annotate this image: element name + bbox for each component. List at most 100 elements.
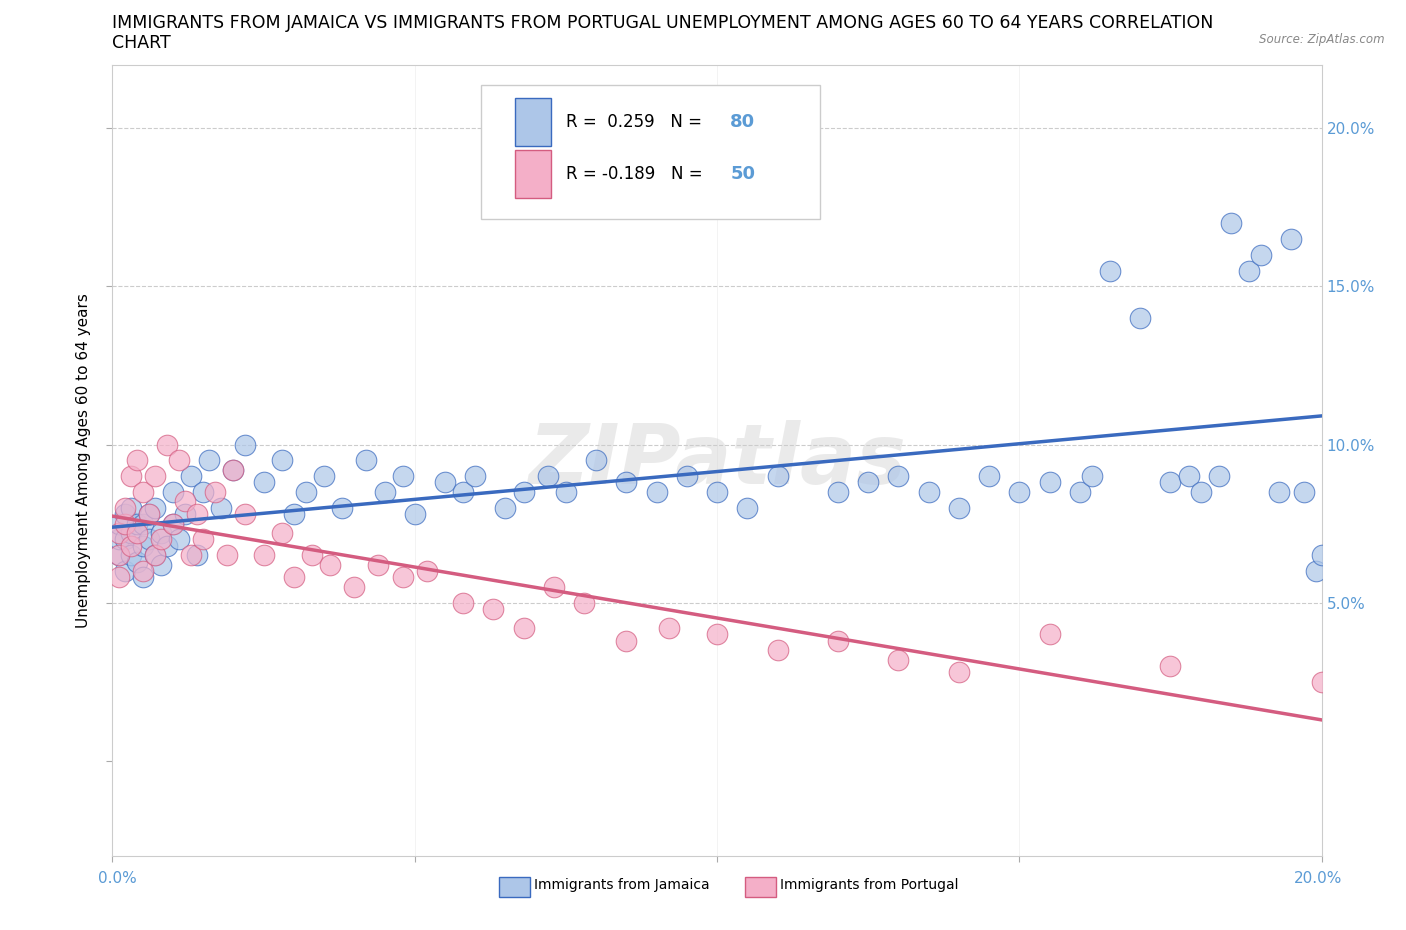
Point xyxy=(451,595,474,610)
Point xyxy=(222,462,245,477)
Point xyxy=(107,532,129,547)
Point xyxy=(222,462,245,477)
Point xyxy=(125,554,148,569)
Point xyxy=(856,475,880,490)
Text: ZIPatlas: ZIPatlas xyxy=(529,419,905,501)
Point xyxy=(149,525,172,540)
Point xyxy=(209,500,232,515)
Point xyxy=(319,557,342,572)
Point xyxy=(464,469,486,484)
Point xyxy=(433,475,456,490)
Point xyxy=(143,548,166,563)
Point xyxy=(167,453,190,468)
Text: 0.0%: 0.0% xyxy=(98,871,138,886)
Point xyxy=(217,548,239,563)
Point xyxy=(138,507,160,522)
Point xyxy=(186,548,208,563)
Point xyxy=(125,525,148,540)
Point xyxy=(416,564,439,578)
Point xyxy=(143,548,166,563)
Point xyxy=(283,507,305,522)
Point xyxy=(482,602,505,617)
Point xyxy=(706,485,728,499)
Point xyxy=(191,532,214,547)
Point xyxy=(283,570,305,585)
Y-axis label: Unemployment Among Ages 60 to 64 years: Unemployment Among Ages 60 to 64 years xyxy=(76,293,91,628)
Point xyxy=(737,500,759,515)
Point xyxy=(1305,564,1327,578)
Point xyxy=(149,557,172,572)
Point xyxy=(143,469,166,484)
Point xyxy=(495,500,517,515)
Point xyxy=(1310,674,1333,689)
Point xyxy=(1038,627,1062,642)
Point xyxy=(1008,485,1031,499)
Point xyxy=(132,538,155,553)
Point xyxy=(616,475,638,490)
Point xyxy=(174,494,197,509)
Point xyxy=(1159,658,1181,673)
Point xyxy=(1310,548,1333,563)
Point xyxy=(114,532,136,547)
Point xyxy=(138,507,160,522)
Point xyxy=(1038,475,1062,490)
Point xyxy=(367,557,389,572)
Point xyxy=(356,453,378,468)
Point xyxy=(948,500,970,515)
Point xyxy=(295,485,318,499)
Point xyxy=(253,475,276,490)
Point xyxy=(512,485,534,499)
Text: R = -0.189   N =: R = -0.189 N = xyxy=(565,166,707,183)
Point xyxy=(766,643,789,658)
FancyBboxPatch shape xyxy=(481,85,820,219)
Point xyxy=(1159,475,1181,490)
Point xyxy=(120,500,142,515)
Point xyxy=(314,469,336,484)
Point xyxy=(1177,469,1199,484)
Point xyxy=(374,485,396,499)
Point xyxy=(537,469,560,484)
Point xyxy=(162,516,184,531)
Point xyxy=(235,507,257,522)
Text: Source: ZipAtlas.com: Source: ZipAtlas.com xyxy=(1260,33,1385,46)
Text: R =  0.259   N =: R = 0.259 N = xyxy=(565,113,707,131)
Point xyxy=(554,485,576,499)
Point xyxy=(235,437,257,452)
Point xyxy=(149,532,172,547)
Point xyxy=(120,525,142,540)
Point xyxy=(180,469,202,484)
Point xyxy=(107,516,129,531)
FancyBboxPatch shape xyxy=(515,151,551,198)
Text: 20.0%: 20.0% xyxy=(1295,871,1343,886)
Point xyxy=(391,570,413,585)
FancyBboxPatch shape xyxy=(515,99,551,146)
Point xyxy=(585,453,607,468)
Point xyxy=(391,469,413,484)
Point xyxy=(1220,216,1243,231)
Point xyxy=(616,633,638,648)
Point xyxy=(120,469,142,484)
Point xyxy=(451,485,474,499)
Point xyxy=(675,469,697,484)
Point xyxy=(180,548,202,563)
Point xyxy=(766,469,789,484)
Text: 50: 50 xyxy=(730,166,755,183)
Point xyxy=(948,665,970,680)
Point xyxy=(132,516,155,531)
Text: 80: 80 xyxy=(730,113,755,131)
Point xyxy=(1069,485,1091,499)
Point xyxy=(918,485,941,499)
Point xyxy=(330,500,353,515)
Point xyxy=(706,627,728,642)
Point xyxy=(186,507,208,522)
Point xyxy=(270,525,292,540)
Point xyxy=(120,538,142,553)
Point xyxy=(1189,485,1212,499)
Point xyxy=(138,532,160,547)
Point xyxy=(132,570,155,585)
Point xyxy=(1098,263,1121,278)
Point xyxy=(120,548,142,563)
Point xyxy=(114,507,136,522)
Point xyxy=(1292,485,1315,499)
Point xyxy=(132,564,155,578)
